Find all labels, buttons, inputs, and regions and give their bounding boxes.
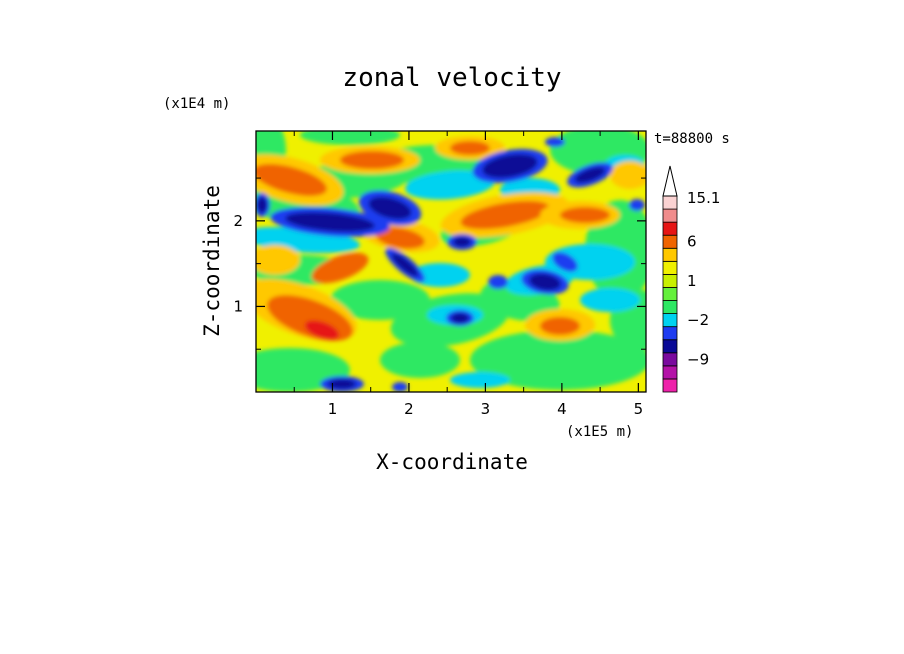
colorbar-extend-arrow: [662, 165, 678, 197]
y-axis-label: Z-coordinate: [200, 185, 224, 337]
y-scale-label: (x1E4 m): [163, 96, 230, 112]
colorbar-label: −9: [687, 350, 709, 368]
colorbar-segment: [662, 221, 678, 236]
cyan-contour-region: [405, 170, 495, 200]
colorbar-segment: [662, 352, 678, 367]
gold-contour-region: [256, 245, 300, 275]
colorbar-segment: [662, 339, 678, 354]
orange-contour-region: [460, 200, 550, 230]
blue-contour-region: [488, 275, 508, 289]
green-contour-region: [380, 342, 460, 378]
y-axis: 12: [233, 177, 646, 350]
colorbar-segment: [662, 378, 678, 393]
blue-contour-region: [545, 137, 565, 147]
blue-contour-region: [552, 252, 578, 272]
plot-frame: [255, 130, 647, 393]
green-contour-region: [470, 330, 646, 390]
orange-contour-region: [450, 141, 490, 155]
x-axis-label: X-coordinate: [376, 450, 528, 474]
chart-title: zonal velocity: [342, 63, 561, 93]
cyan-contour-region: [410, 263, 470, 287]
colorbar-segment: [662, 287, 678, 301]
orange-contour-region: [311, 252, 369, 284]
navy-contour-region: [451, 313, 469, 323]
contour-field: [256, 131, 646, 392]
navy-contour-region: [574, 167, 606, 183]
x-tick-label: 3: [481, 400, 491, 418]
x-tick-label: 4: [557, 400, 567, 418]
orange-contour-region: [256, 164, 327, 196]
red-contour-region: [304, 320, 340, 340]
y-tick-label: 1: [233, 297, 243, 315]
navy-contour-region: [529, 273, 561, 291]
orange-contour-region: [340, 151, 404, 169]
colorbar-segment: [662, 313, 678, 328]
colorbar-label: 1: [687, 272, 697, 290]
navy-contour-region: [257, 197, 267, 213]
field-blobs: [256, 131, 646, 392]
colorbar-segment: [662, 234, 678, 249]
navy-contour-region: [482, 154, 538, 178]
colorbar-segment: [662, 195, 678, 210]
x-tick-label: 2: [404, 400, 414, 418]
cyan-contour-region: [450, 372, 510, 388]
green-contour-region: [300, 131, 400, 145]
gold-contour-region: [610, 161, 646, 189]
navy-contour-region: [368, 196, 412, 220]
colorbar-segment: [662, 300, 678, 314]
y-tick-label: 2: [233, 212, 243, 230]
x-tick-label: 5: [634, 400, 644, 418]
colorbar-segment: [662, 260, 678, 275]
x-scale-label: (x1E5 m): [566, 424, 633, 440]
colorbar-label: −2: [687, 311, 709, 329]
orange-contour-region: [540, 317, 580, 335]
orange-contour-region: [375, 227, 425, 249]
colorbar-label: 15.1: [687, 189, 720, 207]
navy-contour-region: [453, 237, 471, 247]
colorbar-label: 6: [687, 233, 697, 251]
navy-contour-region: [285, 212, 375, 232]
x-axis: 1 2 3 4 5: [293, 131, 644, 418]
blue-contour-region: [629, 199, 645, 211]
green-contour-region: [330, 280, 430, 320]
navy-contour-region: [391, 253, 419, 277]
time-label: t=88800 s: [654, 131, 730, 147]
colorbar-segment: [662, 208, 678, 223]
x-tick-label: 1: [328, 400, 338, 418]
colorbar-segment: [662, 326, 678, 341]
colorbar-segment: [662, 247, 678, 262]
colorbar: 15.1 6 1 −2 −9: [662, 165, 720, 393]
orange-contour-region: [560, 207, 610, 223]
colorbar-segment: [662, 365, 678, 380]
cyan-contour-region: [580, 288, 640, 312]
navy-contour-region: [328, 379, 356, 389]
blue-contour-region: [392, 382, 408, 392]
colorbar-segment: [662, 273, 678, 288]
